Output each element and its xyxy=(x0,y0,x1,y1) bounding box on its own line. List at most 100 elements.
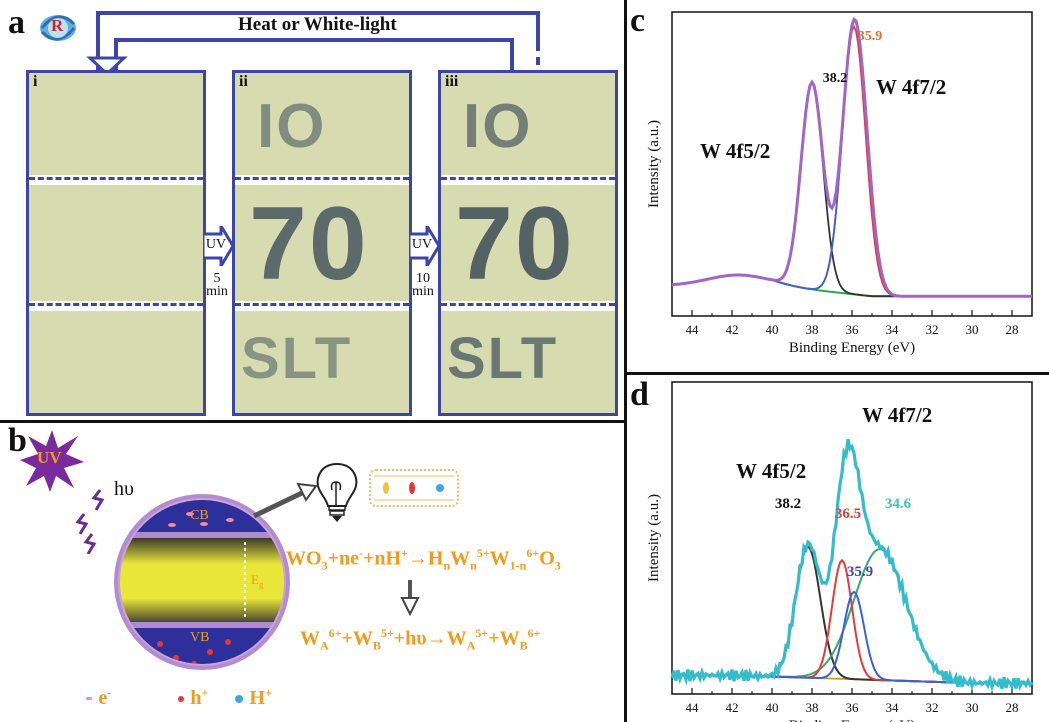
eq1-part: W xyxy=(489,547,510,570)
x-tick-label: 30 xyxy=(966,700,979,715)
uv1-bottom: 5 xyxy=(213,271,221,286)
eq2-sub: A xyxy=(466,638,476,653)
equation-1: WO3+ne-+nH+→HnWn5+W1-n6+O3 xyxy=(286,546,561,574)
equation-2: WA6++WB5++hυ→WA5++WB6+ xyxy=(300,626,540,654)
heat-loop-arrows xyxy=(86,11,540,77)
uv2-time: 10 min xyxy=(408,272,438,299)
eq2-sub: B xyxy=(372,638,381,653)
x-tick-label: 38 xyxy=(806,322,819,337)
arrow-to-bulb xyxy=(252,482,318,519)
subpanel-label-i: i xyxy=(33,73,38,90)
cell-ii-1: IO xyxy=(235,73,409,175)
annotation-w4f52: W 4f5/2 xyxy=(700,139,770,163)
panel-letter-c: c xyxy=(630,2,646,39)
eq1-sup: 6+ xyxy=(526,546,540,560)
eg-sub: g xyxy=(258,579,264,590)
eq1-sup: + xyxy=(401,546,408,560)
electron-marker-icon xyxy=(86,697,92,700)
x-tick-label: 40 xyxy=(766,322,779,337)
cell-i-1 xyxy=(29,73,203,175)
band-diagram xyxy=(114,494,290,670)
x-tick-label: 34 xyxy=(886,700,900,715)
uv-arrow-1 xyxy=(203,226,235,266)
lightning-icon xyxy=(75,489,105,554)
x-axis-label: Binding Energy (eV) xyxy=(789,340,915,356)
uv-label: UV xyxy=(37,448,62,467)
handwriting-row3: SLT xyxy=(447,326,559,391)
dash-line xyxy=(235,177,409,180)
proton-marker-icon xyxy=(235,694,244,703)
peak-label: 36.5 xyxy=(835,506,861,522)
x-tick-label: 38 xyxy=(806,700,819,715)
x-tick-label: 44 xyxy=(686,322,700,337)
subpanel-i: i xyxy=(26,70,206,416)
uv-starburst-icon xyxy=(20,430,84,492)
x-axis-label: Binding Energy (eV) xyxy=(789,718,915,722)
dash-line xyxy=(235,303,409,306)
eq1-part: W xyxy=(450,547,471,570)
x-tick-label: 28 xyxy=(1006,322,1019,337)
eq1-part: O xyxy=(539,547,555,570)
down-arrow-icon xyxy=(400,580,420,617)
vb-label: VB xyxy=(190,630,210,645)
legend-H: H xyxy=(249,687,265,709)
dash-line xyxy=(441,177,615,180)
plot-frame xyxy=(671,381,1033,695)
plot-frame xyxy=(671,11,1033,317)
uv1-unit: min xyxy=(206,284,228,299)
x-tick-label: 40 xyxy=(766,700,779,715)
cell-iii-1: IO xyxy=(441,73,615,175)
lightbulb-icon xyxy=(316,462,358,522)
legend-e: e xyxy=(98,687,108,709)
uv2-top: UV xyxy=(411,237,433,252)
peak1-curve xyxy=(671,80,1032,298)
y-axis-label: Intensity (a.u.) xyxy=(646,494,662,582)
heat-label: Heat or White-light xyxy=(238,14,397,35)
eq1-sup: 5+ xyxy=(476,546,490,560)
eq2-part: +W xyxy=(488,627,520,650)
x-tick-label: 32 xyxy=(926,322,939,337)
uv2-unit: min xyxy=(412,284,434,299)
dash-line xyxy=(441,303,615,306)
handwriting-row3: SLT xyxy=(241,326,353,391)
x-tick-label: 42 xyxy=(726,700,739,715)
dash-line xyxy=(29,177,203,180)
annotation-w4f52: W 4f5/2 xyxy=(736,459,806,483)
eq2-part: +hυ→W xyxy=(393,627,467,650)
eq1-sup: - xyxy=(358,546,363,560)
eq2-part: W xyxy=(300,627,320,650)
panel-letter-b: b xyxy=(8,422,27,459)
handwriting-row1: IO xyxy=(463,92,533,161)
eq1-sub: 3 xyxy=(321,558,328,573)
x-tick-label: 36 xyxy=(846,322,860,337)
cell-i-2 xyxy=(29,185,203,301)
handwriting-row2: 70 xyxy=(455,186,575,301)
x-tick-label: 30 xyxy=(966,322,979,337)
eq1-sub: 1-n xyxy=(509,558,527,573)
cb-label: CB xyxy=(190,508,209,523)
eq1-sub: n xyxy=(470,558,477,573)
divider-c-d xyxy=(624,372,1049,375)
ion-capsule xyxy=(369,469,459,507)
eq1-part: →H xyxy=(407,547,444,570)
annotation-w4f72: W 4f7/2 xyxy=(862,403,932,427)
legend-H-sup: + xyxy=(264,685,272,700)
legend-h-sup: + xyxy=(201,685,209,700)
x-tick-label: 28 xyxy=(1006,700,1019,715)
annotation-w4f72: W 4f7/2 xyxy=(876,75,946,99)
dash-line xyxy=(29,303,203,306)
panel-letter-a: a xyxy=(8,4,25,41)
xps-chart-d: 44 42 40 38 36 34 32 30 28 Binding Energy (eV) Int… xyxy=(646,381,1034,722)
eq2-sup: 6+ xyxy=(527,626,541,640)
peak-label: 34.6 xyxy=(885,496,912,512)
hole-marker-icon xyxy=(177,695,184,702)
eq2-sup: 5+ xyxy=(380,626,394,640)
eq1-sub: 3 xyxy=(554,558,561,573)
uv-arrow-1-label: UV xyxy=(201,238,231,252)
subpanel-iii: IO 70 SLT iii xyxy=(438,70,618,416)
y-axis-label: Intensity (a.u.) xyxy=(646,120,662,208)
uv1-time: 5 min xyxy=(202,271,232,299)
eg-text: E xyxy=(251,572,259,587)
reversible-icon: R xyxy=(38,8,78,48)
cell-i-3 xyxy=(29,311,203,413)
